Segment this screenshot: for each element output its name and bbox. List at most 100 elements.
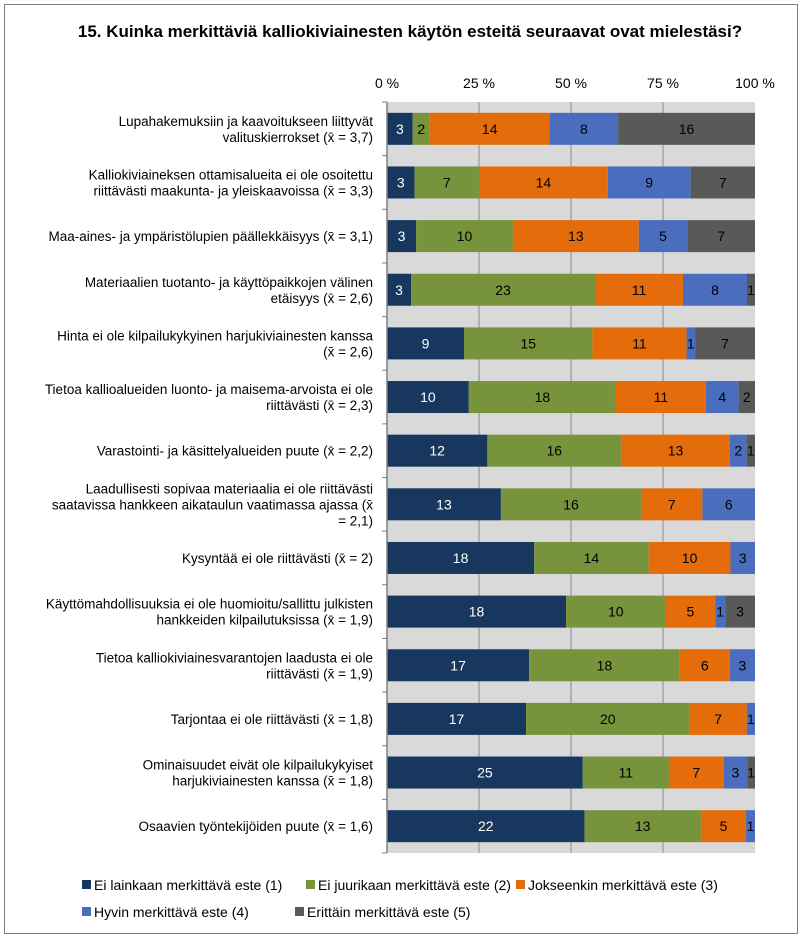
bar-segment <box>464 327 593 360</box>
bar-value-label: 12 <box>429 443 445 459</box>
bar-segment <box>738 381 755 414</box>
bar-segment <box>468 381 616 414</box>
bar-value-label: 13 <box>568 228 584 244</box>
category-label-line: riittävästi (x̄ = 1,9) <box>266 666 373 681</box>
category-label-line: (x̄ = 2,6) <box>323 344 373 359</box>
category-label-line: Tietoa kalliokiviainesvarantojen laadust… <box>96 650 373 665</box>
bar-segment <box>387 434 488 467</box>
bar-segment <box>411 273 595 306</box>
category-label-line: Käyttömahdollisuuksia ei ole huomioitu/s… <box>46 597 373 612</box>
bar-value-label: 9 <box>645 174 653 190</box>
x-tick-label: 50 % <box>555 75 587 91</box>
bar-segment <box>479 166 608 199</box>
bar-segment <box>705 381 739 414</box>
bar-value-label: 2 <box>417 121 425 137</box>
bar-value-label: 5 <box>686 604 694 620</box>
bar-segment <box>387 702 527 735</box>
category-label-line: riittävästi (x̄ = 2,3) <box>266 398 373 413</box>
bar-segment <box>592 327 687 360</box>
bar-value-label: 3 <box>396 121 404 137</box>
category-label-line: Tarjontaa ei ole riittävästi (x̄ = 1,8) <box>171 712 373 727</box>
bar-value-label: 6 <box>725 496 733 512</box>
bar-value-label: 16 <box>679 121 695 137</box>
bar-value-label: 18 <box>453 550 469 566</box>
bar-segment <box>387 810 585 843</box>
category-label-line: harjukiviainesten kanssa (x̄ = 1,8) <box>172 774 373 789</box>
bar-segment <box>412 112 430 145</box>
bar-segment <box>429 112 550 145</box>
category-label: Materiaalien tuotanto- ja käyttöpaikkoje… <box>85 275 373 306</box>
bar-segment <box>618 112 755 145</box>
bar-segment <box>387 756 583 789</box>
legend-label-4: Hyvin merkittävä este (4) <box>94 904 249 920</box>
legend-item-5: Erittäin merkittävä este (5) <box>295 904 470 920</box>
bar-segment <box>725 595 755 628</box>
bar-segment <box>687 220 755 253</box>
bar-segment <box>679 649 730 682</box>
bar-value-label: 1 <box>716 604 724 620</box>
bar-value-label: 14 <box>536 174 552 190</box>
category-label: Kysyntää ei ole riittävästi (x̄ = 2) <box>182 551 373 566</box>
bar-value-label: 1 <box>747 282 755 298</box>
category-label: Tarjontaa ei ole riittävästi (x̄ = 1,8) <box>171 712 373 727</box>
bar-segment <box>414 166 479 199</box>
bar-segment <box>500 488 642 521</box>
category-label-line: Materiaalien tuotanto- ja käyttöpaikkoje… <box>85 275 373 290</box>
bar-segment <box>387 649 530 682</box>
bar-value-label: 18 <box>469 604 485 620</box>
bar-segment <box>747 273 755 306</box>
bar-value-label: 15 <box>520 335 536 351</box>
bar-value-label: 8 <box>580 121 588 137</box>
category-label-line: Osaavien työntekijöiden puute (x̄ = 1,6) <box>138 819 373 834</box>
bar-segment <box>746 434 755 467</box>
x-tick-label: 100 % <box>735 75 775 91</box>
legend-swatch-4 <box>82 907 91 916</box>
bar-segment <box>695 327 755 360</box>
bar-segment <box>582 756 669 789</box>
bar-value-label: 10 <box>608 604 624 620</box>
legend-item-2: Ei juurikaan merkittävä este (2) <box>306 877 511 893</box>
bar-value-label: 1 <box>747 765 755 781</box>
bar-value-label: 17 <box>449 711 465 727</box>
category-label-line: valituskierrokset (x̄ = 3,7) <box>223 130 373 145</box>
bar-value-label: 16 <box>563 496 579 512</box>
bar-value-label: 11 <box>632 335 647 351</box>
bar-value-label: 8 <box>711 282 719 298</box>
category-label: Laadullisesti sopivaa materiaalia ei ole… <box>52 481 373 528</box>
bar-value-label: 14 <box>482 121 498 137</box>
bar-value-label: 4 <box>718 389 726 405</box>
bar-value-label: 16 <box>546 443 562 459</box>
bar-value-label: 3 <box>739 657 747 673</box>
x-tick-label: 0 % <box>375 75 399 91</box>
bar-value-label: 3 <box>732 765 740 781</box>
bar-value-label: 11 <box>632 282 647 298</box>
bar-value-label: 7 <box>721 335 729 351</box>
category-label-line: saatavissa hankkeen aikataulun vaatimass… <box>52 497 373 512</box>
legend-label-2: Ei juurikaan merkittävä este (2) <box>318 877 511 893</box>
bar-segment <box>607 166 691 199</box>
category-label: Hinta ei ole kilpailukykyinen harjukivia… <box>57 328 373 359</box>
bar-segment <box>641 488 703 521</box>
category-label-line: hankkeiden kilpailutuksissa (x̄ = 1,9) <box>157 613 374 628</box>
bar-value-label: 1 <box>747 818 755 834</box>
category-label: Käyttömahdollisuuksia ei ole huomioitu/s… <box>46 597 373 628</box>
bar-segment <box>534 541 649 574</box>
bar-value-label: 18 <box>535 389 551 405</box>
bar-segment <box>715 595 726 628</box>
bar-segment <box>529 649 680 682</box>
bar-segment <box>595 273 683 306</box>
bar-segment <box>686 327 696 360</box>
bar-segment <box>387 166 415 199</box>
x-tick-label: 25 % <box>463 75 495 91</box>
category-label-line: Varastointi- ja käsittelyalueiden puute … <box>97 444 373 459</box>
bar-segment <box>387 381 469 414</box>
bar-segment <box>729 434 747 467</box>
bar-value-label: 13 <box>635 818 651 834</box>
bar-segment <box>689 702 747 735</box>
legend-item-4: Hyvin merkittävä este (4) <box>82 904 249 920</box>
bar-value-label: 3 <box>397 174 405 190</box>
category-label: Osaavien työntekijöiden puute (x̄ = 1,6) <box>138 819 373 834</box>
bar-segment <box>746 810 755 843</box>
bar-value-label: 6 <box>701 657 709 673</box>
bar-value-label: 11 <box>619 765 634 781</box>
